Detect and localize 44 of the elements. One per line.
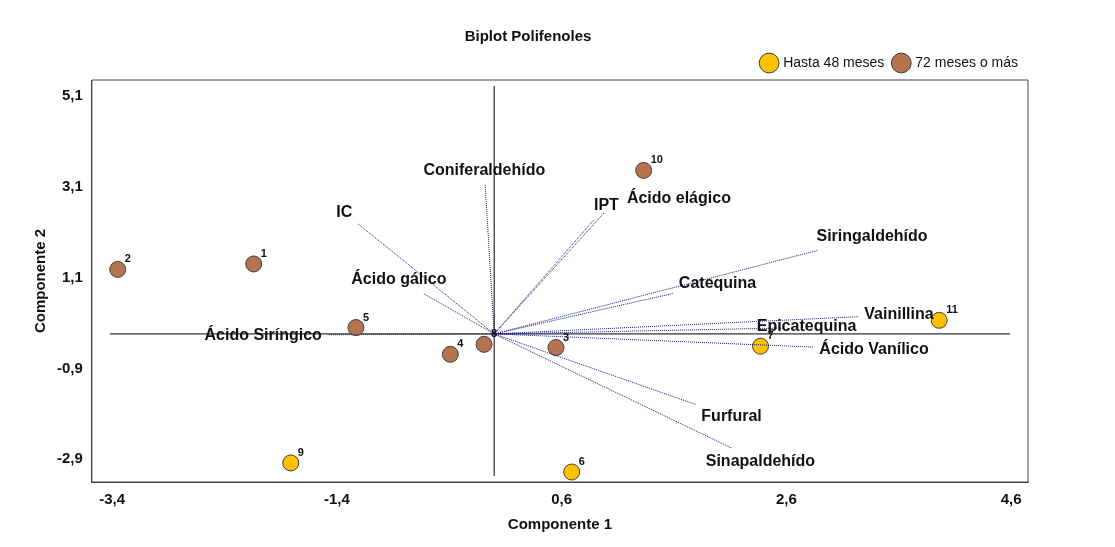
y-axis-title: Componente 2: [31, 228, 49, 334]
annotation: Siringaldehído: [816, 226, 928, 244]
annotation: IPT: [593, 195, 620, 213]
annotation: Ácido elágico: [626, 188, 732, 207]
y-tick-label: 1,1: [61, 267, 83, 285]
point: [441, 345, 459, 363]
y-tick-label: 5,1: [61, 86, 83, 104]
point: [547, 339, 565, 357]
point: [563, 463, 581, 481]
point: [282, 454, 300, 472]
annotation: Furfural: [701, 407, 762, 425]
annotation: 9: [297, 445, 304, 458]
annotation: Ácido Vanílico: [819, 339, 929, 357]
legend-label: Hasta 48 meses: [783, 53, 885, 70]
annotation: 2: [124, 252, 131, 265]
annotation: IC: [336, 203, 353, 221]
annotation: Catequina: [678, 273, 757, 291]
x-tick-label: -3,4: [99, 490, 126, 508]
annotation: 1: [260, 247, 267, 259]
x-axis-title: Componente 1: [507, 515, 613, 533]
annotation: 10: [650, 153, 663, 166]
x-tick-label: 2,6: [775, 490, 797, 508]
point: [752, 337, 770, 355]
annotation: 4: [457, 337, 465, 350]
annotation: 11: [946, 303, 958, 316]
point: [475, 335, 493, 353]
annotation: 6: [578, 455, 585, 468]
annotation: 5: [362, 310, 370, 323]
y-tick-label: -0,9: [56, 358, 83, 376]
annotation: Sinapaldehído: [705, 452, 816, 470]
x-tick-label: 4,6: [1000, 490, 1022, 508]
point: [347, 319, 365, 337]
point: [635, 161, 653, 179]
annotation: Ácido gálico: [351, 268, 447, 287]
chart-title: Biplot Polifenoles: [464, 27, 592, 45]
y-tick-label: -2,9: [56, 449, 83, 467]
legend-label: 72 meses o más: [915, 53, 1019, 70]
point: [109, 260, 127, 278]
annotation: Vainillina: [864, 305, 934, 323]
x-tick-label: 0,6: [551, 490, 573, 508]
y-tick-label: 3,1: [61, 176, 83, 194]
annotation: 3: [562, 330, 570, 343]
x-tick-label: -1,4: [323, 490, 351, 508]
point: [245, 255, 263, 273]
